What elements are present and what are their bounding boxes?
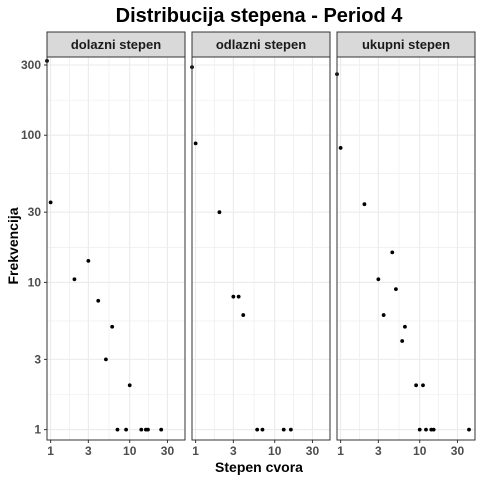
x-tick-label: 3 [375, 444, 382, 458]
data-point [400, 339, 405, 343]
data-point [139, 427, 144, 432]
data-point [376, 277, 381, 282]
y-tick-label: 1 [34, 423, 41, 437]
data-point [217, 210, 222, 215]
data-point [338, 146, 343, 150]
data-point [72, 277, 77, 282]
data-point [86, 259, 91, 263]
chart-title: Distribucija stepena - Period 4 [116, 5, 404, 27]
x-tick-label: 10 [413, 444, 427, 458]
data-point [96, 298, 101, 303]
data-point [431, 427, 436, 432]
data-point [390, 250, 395, 255]
data-point [255, 427, 260, 432]
panel-background [337, 57, 475, 440]
facet-strip-label: odlazni stepen [216, 37, 306, 52]
facet-panels: dolazni stepen 1 3 10 30 odlazni stepen 1 3 10 30… [45, 31, 476, 458]
y-tick-label: 100 [21, 128, 41, 142]
facet-strip-label: ukupni stepen [362, 37, 450, 52]
x-tick-label: 10 [123, 444, 137, 458]
x-tick-label: 30 [451, 444, 465, 458]
x-axis-title: Stepen cvora [215, 459, 303, 475]
data-point [467, 427, 471, 432]
x-tick-label: 10 [268, 444, 282, 458]
data-point [193, 141, 198, 146]
y-tick-label: 10 [28, 275, 42, 289]
facet-strip [46, 31, 186, 58]
x-tick-label: 3 [230, 444, 237, 458]
data-point [127, 383, 132, 388]
x-tick-label: 1 [192, 444, 199, 458]
x-tick-label: 1 [47, 444, 54, 458]
data-point [260, 427, 265, 432]
panel-odlazni-stepen: odlazni stepen 1 3 10 30 [190, 31, 331, 458]
data-point [124, 427, 128, 432]
y-tick-label: 30 [28, 205, 42, 219]
data-point [414, 383, 418, 388]
data-point [241, 313, 246, 317]
data-point [421, 383, 425, 388]
y-axis: 1 3 10 30 100 300 [21, 58, 47, 437]
panel-background [47, 57, 185, 440]
data-point [281, 427, 286, 432]
data-point [115, 427, 120, 432]
y-tick-label: 300 [21, 58, 41, 72]
facet-strip-label: dolazni stepen [71, 37, 161, 52]
x-tick-label: 1 [337, 444, 344, 458]
data-point [403, 324, 407, 329]
data-point [236, 294, 241, 299]
data-point [394, 287, 398, 292]
panel-background [192, 57, 330, 440]
panel-ukupni-stepen: ukupni stepen 1 3 10 30 [335, 31, 476, 458]
data-point [48, 200, 53, 205]
panel-dolazni-stepen: dolazni stepen 1 3 10 30 [45, 31, 186, 458]
data-point [146, 427, 150, 432]
y-axis-title: Frekvencija [5, 207, 21, 284]
data-point [417, 427, 422, 432]
data-point [381, 313, 386, 317]
y-tick-label: 3 [34, 352, 41, 366]
data-point [231, 294, 236, 299]
x-tick-label: 3 [85, 444, 92, 458]
facet-strip [336, 31, 476, 58]
data-point [288, 427, 293, 432]
x-tick-label: 30 [306, 444, 320, 458]
data-point [110, 324, 115, 329]
data-point [159, 427, 164, 432]
x-tick-label: 30 [161, 444, 175, 458]
facet-strip [191, 31, 331, 58]
data-point [424, 427, 428, 432]
data-point [104, 357, 108, 362]
data-point [362, 202, 367, 207]
